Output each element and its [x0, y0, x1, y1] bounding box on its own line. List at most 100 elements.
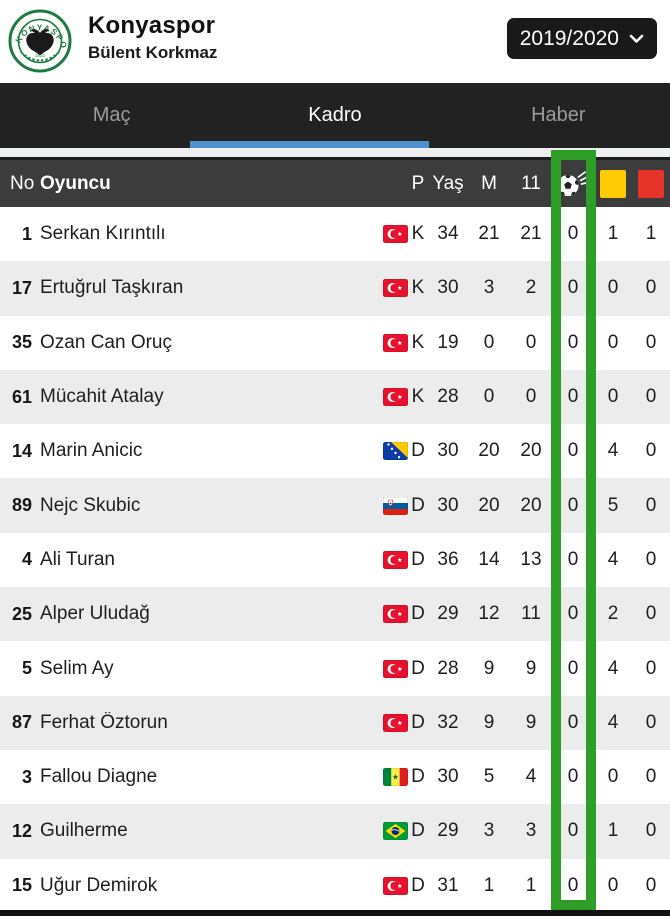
bottom-divider-bar	[0, 910, 670, 916]
player-age: 30	[437, 494, 459, 516]
player-first-eleven: 3	[525, 820, 537, 842]
player-matches: 21	[478, 223, 500, 245]
tr-flag-icon	[382, 659, 408, 678]
player-name: Mücahit Atalay	[40, 386, 164, 408]
player-matches: 5	[483, 766, 495, 788]
player-position: D	[411, 657, 425, 679]
player-first-eleven: 21	[520, 223, 542, 245]
player-yellow-cards: 0	[607, 386, 619, 408]
player-goals: 0	[567, 603, 579, 625]
player-name: Ali Turan	[40, 548, 115, 570]
player-matches: 3	[483, 820, 495, 842]
player-goals: 0	[567, 440, 579, 462]
player-position: K	[411, 386, 425, 408]
player-position: D	[411, 711, 425, 733]
player-position: D	[411, 440, 425, 462]
player-name: Alper Uludağ	[40, 603, 150, 625]
player-row[interactable]: 12 Guilherme D 29 3 3 0 1 0	[0, 804, 670, 859]
player-red-cards: 0	[645, 548, 657, 570]
tab-mac[interactable]: Maç	[92, 104, 131, 126]
column-header-player: Oyuncu	[40, 172, 111, 194]
tr-flag-icon	[382, 225, 408, 244]
player-position: D	[411, 874, 425, 896]
tab-haber[interactable]: Haber	[531, 104, 586, 126]
player-number: 15	[11, 875, 32, 896]
player-yellow-cards: 0	[607, 331, 619, 353]
player-yellow-cards: 1	[607, 820, 619, 842]
player-name: Ozan Can Oruç	[40, 331, 172, 353]
player-age: 36	[437, 548, 459, 570]
active-tab-indicator	[190, 141, 429, 148]
player-matches: 0	[483, 331, 495, 353]
player-row[interactable]: 4 Ali Turan D 36 14 13 0 4 0	[0, 533, 670, 587]
player-red-cards: 0	[645, 440, 657, 462]
player-age: 29	[437, 603, 459, 625]
player-red-cards: 0	[645, 820, 657, 842]
player-row[interactable]: 5 Selim Ay D 28 9 9 0 4 0	[0, 641, 670, 695]
player-row[interactable]: 15 Uğur Demirok D 31 1 1 0 0 0	[0, 859, 670, 913]
player-position: D	[411, 494, 425, 516]
player-position: K	[411, 331, 425, 353]
player-row[interactable]: 17 Ertuğrul Taşkıran K 30 3 2 0 0 0	[0, 261, 670, 316]
player-name: Marin Anicic	[40, 440, 143, 462]
player-age: 19	[437, 331, 459, 353]
player-yellow-cards: 0	[607, 766, 619, 788]
season-selector[interactable]: 2019/2020	[506, 18, 657, 59]
tr-flag-icon	[382, 605, 408, 624]
player-number: 4	[21, 549, 32, 570]
player-yellow-cards: 4	[607, 711, 619, 733]
player-number: 17	[11, 277, 32, 298]
player-first-eleven: 2	[525, 277, 537, 299]
player-matches: 12	[478, 603, 500, 625]
player-row[interactable]: 35 Ozan Can Oruç K 19 0 0 0 0 0	[0, 316, 670, 370]
squad-table-body: 1 Serkan Kırıntılı K 34 21 21 0 1 1 17 Ertuğrul Ta…	[0, 207, 670, 913]
player-yellow-cards: 0	[607, 277, 619, 299]
player-red-cards: 0	[645, 766, 657, 788]
player-position: K	[411, 277, 425, 299]
player-row[interactable]: 61 Mücahit Atalay K 28 0 0 0 0 0	[0, 369, 670, 425]
player-goals: 0	[567, 494, 579, 516]
player-goals: 0	[567, 874, 579, 896]
player-number: 5	[21, 658, 32, 679]
player-matches: 14	[478, 548, 500, 570]
tr-flag-icon	[382, 279, 408, 298]
player-first-eleven: 9	[525, 657, 537, 679]
player-goals: 0	[567, 766, 579, 788]
red-card-icon	[632, 169, 670, 198]
player-first-eleven: 0	[525, 386, 537, 408]
player-name: Ferhat Öztorun	[40, 711, 168, 733]
player-position: K	[411, 223, 425, 245]
player-number: 1	[21, 223, 32, 244]
player-name: Guilherme	[40, 820, 128, 842]
player-row[interactable]: 25 Alper Uludağ D 29 12 11 0 2 0	[0, 587, 670, 642]
player-goals: 0	[567, 657, 579, 679]
player-row[interactable]: 89 Nejc Skubic D 30 20 20 0 5 0	[0, 478, 670, 533]
player-name: Fallou Diagne	[40, 766, 158, 788]
player-row[interactable]: 87 Ferhat Öztorun D 32 9 9 0 4 0	[0, 695, 670, 750]
tab-kadro[interactable]: Kadro	[308, 104, 362, 126]
player-row[interactable]: 14 Marin Anicic D 30 20 20 0 4 0	[0, 424, 670, 478]
player-position: D	[411, 603, 425, 625]
column-header-age: Yaş	[432, 172, 464, 194]
svg-text:1922: 1922	[35, 53, 46, 58]
player-yellow-cards: 2	[607, 603, 619, 625]
player-age: 28	[437, 657, 459, 679]
player-age: 31	[437, 874, 459, 896]
player-red-cards: 0	[645, 711, 657, 733]
player-first-eleven: 0	[525, 331, 537, 353]
player-red-cards: 0	[645, 386, 657, 408]
player-goals: 0	[567, 386, 579, 408]
player-matches: 9	[483, 711, 495, 733]
player-row[interactable]: 1 Serkan Kırıntılı K 34 21 21 0 1 1	[0, 207, 670, 261]
konyaspor-logo-icon: KONYASPOR 1922	[8, 9, 72, 73]
player-age: 29	[437, 820, 459, 842]
player-number: 3	[21, 766, 32, 787]
player-position: D	[411, 766, 425, 788]
player-age: 34	[437, 223, 459, 245]
player-goals: 0	[567, 277, 579, 299]
player-yellow-cards: 1	[607, 223, 619, 245]
player-first-eleven: 20	[520, 494, 542, 516]
player-row[interactable]: 3 Fallou Diagne D 30 5 4 0 0 0	[0, 750, 670, 804]
player-first-eleven: 11	[521, 603, 541, 625]
player-matches: 20	[478, 440, 500, 462]
